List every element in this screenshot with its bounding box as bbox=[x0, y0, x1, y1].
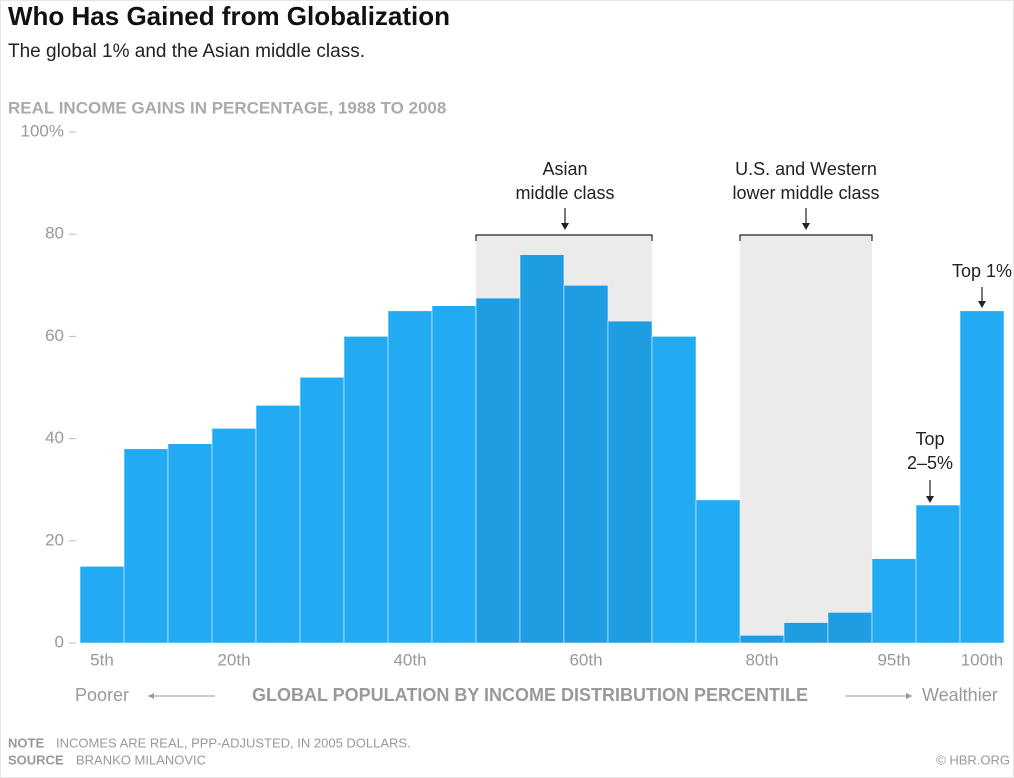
source: BRANKO MILANOVIC bbox=[76, 752, 206, 767]
bar bbox=[915, 504, 961, 644]
y-tick-label: 60 bbox=[45, 326, 64, 345]
credit: © HBR.ORG bbox=[936, 752, 1010, 767]
arrowhead bbox=[926, 496, 934, 503]
x-left-label: Poorer bbox=[75, 685, 129, 705]
annotation: U.S. and Western bbox=[735, 159, 877, 179]
x-tick-label: 100th bbox=[961, 650, 1004, 669]
arrowhead bbox=[802, 223, 810, 230]
bar bbox=[255, 405, 301, 644]
annotation: Top 1% bbox=[952, 261, 1012, 281]
bar bbox=[211, 428, 257, 644]
x-right-label: Wealthier bbox=[922, 685, 998, 705]
chart-title: Who Has Gained from Globalization bbox=[8, 1, 450, 31]
bar bbox=[387, 310, 433, 644]
annotation: lower middle class bbox=[732, 183, 879, 203]
y-tick-label: 0 bbox=[55, 632, 64, 651]
bracket bbox=[739, 234, 873, 241]
x-axis-title: GLOBAL POPULATION BY INCOME DISTRIBUTION… bbox=[252, 685, 808, 705]
bar bbox=[167, 443, 213, 644]
y-tick-label: 80 bbox=[45, 224, 64, 243]
bar bbox=[695, 499, 741, 644]
bar bbox=[299, 377, 345, 644]
arrowhead bbox=[561, 223, 569, 230]
chart-subtitle: The global 1% and the Asian middle class… bbox=[8, 41, 365, 62]
note-label: NOTE bbox=[8, 735, 44, 750]
x-tick-label: 5th bbox=[90, 650, 114, 669]
bar bbox=[739, 635, 785, 644]
note: INCOMES ARE REAL, PPP-ADJUSTED, IN 2005 … bbox=[56, 735, 411, 750]
bracket bbox=[475, 234, 653, 241]
x-tick-label: 60th bbox=[569, 650, 602, 669]
bar bbox=[871, 558, 917, 644]
y-tick-label: 100% bbox=[21, 121, 64, 140]
bar bbox=[79, 566, 125, 644]
bar bbox=[519, 254, 565, 644]
bar bbox=[827, 612, 873, 644]
bar bbox=[651, 336, 697, 644]
highlight-region bbox=[740, 235, 872, 643]
source-label: SOURCE bbox=[8, 752, 64, 767]
annotation: Top bbox=[915, 429, 944, 449]
x-tick-label: 40th bbox=[393, 650, 426, 669]
arrowhead bbox=[978, 301, 986, 308]
bar bbox=[343, 336, 389, 644]
bar bbox=[959, 310, 1005, 644]
bar bbox=[607, 320, 653, 644]
x-tick-label: 95th bbox=[877, 650, 910, 669]
bar bbox=[475, 297, 521, 644]
x-tick-label: 80th bbox=[745, 650, 778, 669]
annotation: 2–5% bbox=[907, 453, 953, 473]
bar bbox=[563, 285, 609, 644]
x-tick-label: 20th bbox=[217, 650, 250, 669]
arrowhead bbox=[906, 693, 912, 699]
annotation: middle class bbox=[515, 183, 614, 203]
bar bbox=[783, 622, 829, 644]
bar bbox=[431, 305, 477, 644]
y-tick-label: 20 bbox=[45, 530, 64, 549]
bar bbox=[123, 448, 169, 644]
annotation: Asian bbox=[542, 159, 587, 179]
y-tick-label: 40 bbox=[45, 428, 64, 447]
y-axis-title: REAL INCOME GAINS IN PERCENTAGE, 1988 TO… bbox=[8, 98, 446, 117]
arrowhead bbox=[148, 693, 154, 699]
